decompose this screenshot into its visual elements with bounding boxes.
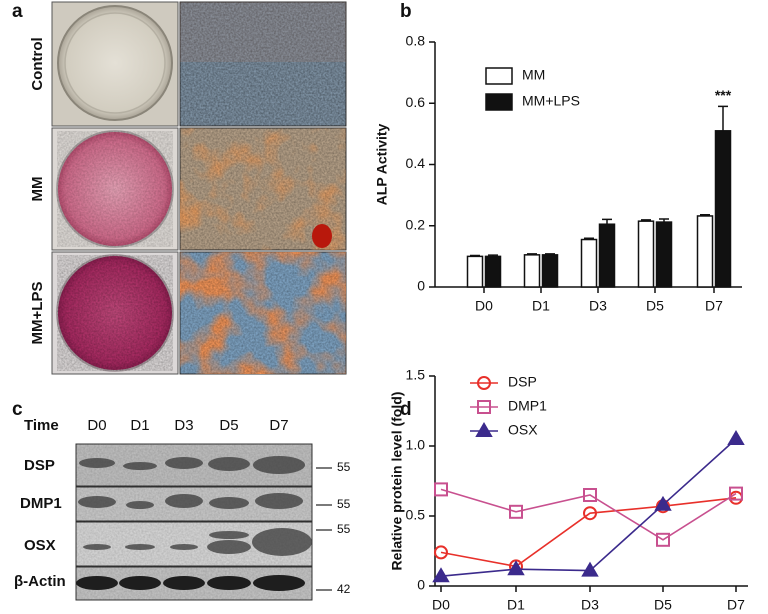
lane-label: D1 (130, 417, 149, 434)
x-tick-label: D1 (507, 597, 525, 613)
lane-label: D3 (174, 417, 193, 434)
x-tick-label: D7 (705, 298, 723, 314)
data-point (432, 567, 450, 583)
size-marker: 42 (337, 582, 351, 596)
y-tick-label: 0.6 (406, 94, 426, 110)
significance: *** (715, 87, 732, 103)
data-point (507, 560, 525, 576)
x-tick-label: D7 (727, 597, 745, 613)
y-axis-label: ALP Activity (374, 123, 390, 205)
data-point (509, 504, 523, 519)
x-tick-label: D3 (581, 597, 599, 613)
x-tick-label: D1 (532, 298, 550, 314)
size-marker: 55 (337, 460, 351, 474)
y-tick-label: 0 (417, 577, 425, 593)
y-tick-label: 0.5 (406, 507, 426, 523)
bar (696, 215, 714, 288)
bar (655, 221, 673, 288)
panel-label: d (400, 399, 412, 420)
size-marker: 55 (337, 522, 351, 536)
micro-image (179, 251, 347, 375)
row-label: MM (29, 177, 46, 202)
x-tick-label: D5 (646, 298, 664, 314)
y-tick-label: 1.5 (406, 367, 426, 383)
legend-label: DSP (508, 374, 537, 390)
lane-label: D7 (269, 417, 288, 434)
bar (466, 255, 484, 288)
panel-label: b (400, 1, 412, 22)
data-point (583, 488, 597, 502)
error-bar (488, 254, 498, 257)
x-tick-label: D3 (589, 298, 607, 314)
legend-marker (477, 400, 491, 414)
legend-label: MM+LPS (522, 93, 580, 109)
dish-image (51, 127, 179, 251)
error-bar (718, 105, 728, 131)
data-point (656, 532, 670, 547)
x-tick-label: D0 (432, 597, 450, 613)
data-line (440, 488, 737, 541)
data-line (440, 497, 737, 568)
y-axis-label: Relative protein level (fold) (389, 392, 405, 571)
data-point (729, 486, 743, 501)
micro-image (179, 127, 347, 251)
error-bar (659, 218, 669, 223)
western-blot (75, 443, 313, 601)
bar (714, 130, 732, 288)
data-point (581, 561, 599, 577)
dish-image (51, 251, 179, 375)
bar (598, 223, 616, 288)
bar (484, 255, 502, 288)
row-label: Control (29, 37, 46, 90)
legend-swatch (485, 67, 513, 85)
y-tick-label: 1.0 (406, 437, 426, 453)
error-bar (545, 253, 555, 255)
legend-label: MM (522, 67, 545, 83)
bar (523, 254, 541, 288)
x-tick-label: D5 (654, 597, 672, 613)
panel-label: a (12, 1, 23, 22)
lane-label: D5 (219, 417, 238, 434)
y-tick-label: 0.8 (406, 33, 426, 49)
x-tick-label: D0 (475, 298, 493, 314)
error-bar (527, 253, 537, 255)
legend-label: DMP1 (508, 398, 547, 414)
dish-image (51, 1, 179, 127)
legend-label: OSX (508, 422, 538, 438)
data-point (434, 482, 448, 497)
error-bar (470, 254, 480, 257)
data-point (654, 495, 672, 511)
legend-marker (475, 422, 493, 437)
blot-label: OSX (24, 537, 56, 554)
micro-image (179, 1, 347, 127)
marker-dash (316, 467, 332, 591)
bar (541, 254, 559, 288)
panel-label: c (12, 399, 23, 420)
blot-label: DMP1 (20, 495, 62, 512)
blot-label: β-Actin (14, 573, 66, 590)
time-label: Time (24, 417, 59, 434)
legend-swatch (485, 93, 513, 111)
y-tick-label: 0 (417, 278, 425, 294)
error-bar (602, 218, 612, 225)
size-marker: 55 (337, 497, 351, 511)
bar (580, 238, 598, 288)
lane-label: D0 (87, 417, 106, 434)
error-bar (584, 237, 594, 240)
data-point (727, 430, 745, 445)
y-tick-label: 0.4 (406, 155, 426, 171)
bar (637, 220, 655, 288)
data-point (434, 545, 448, 560)
error-bar (641, 219, 651, 222)
error-bar (700, 213, 710, 216)
y-tick-label: 0.2 (406, 216, 426, 232)
data-point (583, 506, 597, 521)
blot-label: DSP (24, 457, 55, 474)
legend-marker (477, 376, 491, 390)
row-label: MM+LPS (29, 282, 46, 345)
